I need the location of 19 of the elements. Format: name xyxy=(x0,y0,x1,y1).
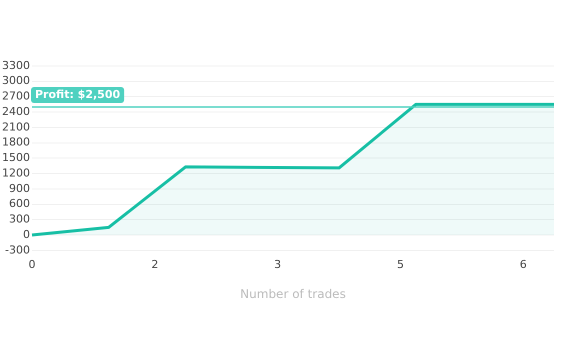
x-tick-label: 3 xyxy=(274,258,282,271)
y-tick-label: 0 xyxy=(23,228,30,241)
y-tick-label: 1500 xyxy=(2,151,30,164)
x-tick-label: 5 xyxy=(396,258,404,271)
y-tick-label: 900 xyxy=(9,182,30,195)
y-tick-label: 1800 xyxy=(2,136,30,149)
y-tick-label: 2700 xyxy=(2,90,30,103)
y-tick-label: 2100 xyxy=(2,120,30,134)
ref-line-label: Profit: $2,500 xyxy=(35,88,120,101)
x-axis-title: Number of trades xyxy=(240,286,346,301)
x-tick-label: 2 xyxy=(151,258,158,271)
y-tick-label: 600 xyxy=(9,197,30,210)
y-tick-label: 2400 xyxy=(2,104,30,118)
y-tick-label: 1200 xyxy=(2,166,30,180)
y-tick-label: 3300 xyxy=(2,58,30,72)
y-tick-label: 3000 xyxy=(2,74,30,88)
y-tick-label: 300 xyxy=(9,212,30,226)
y-tick-label: -300 xyxy=(5,243,30,256)
x-tick-label: 6 xyxy=(520,258,527,271)
